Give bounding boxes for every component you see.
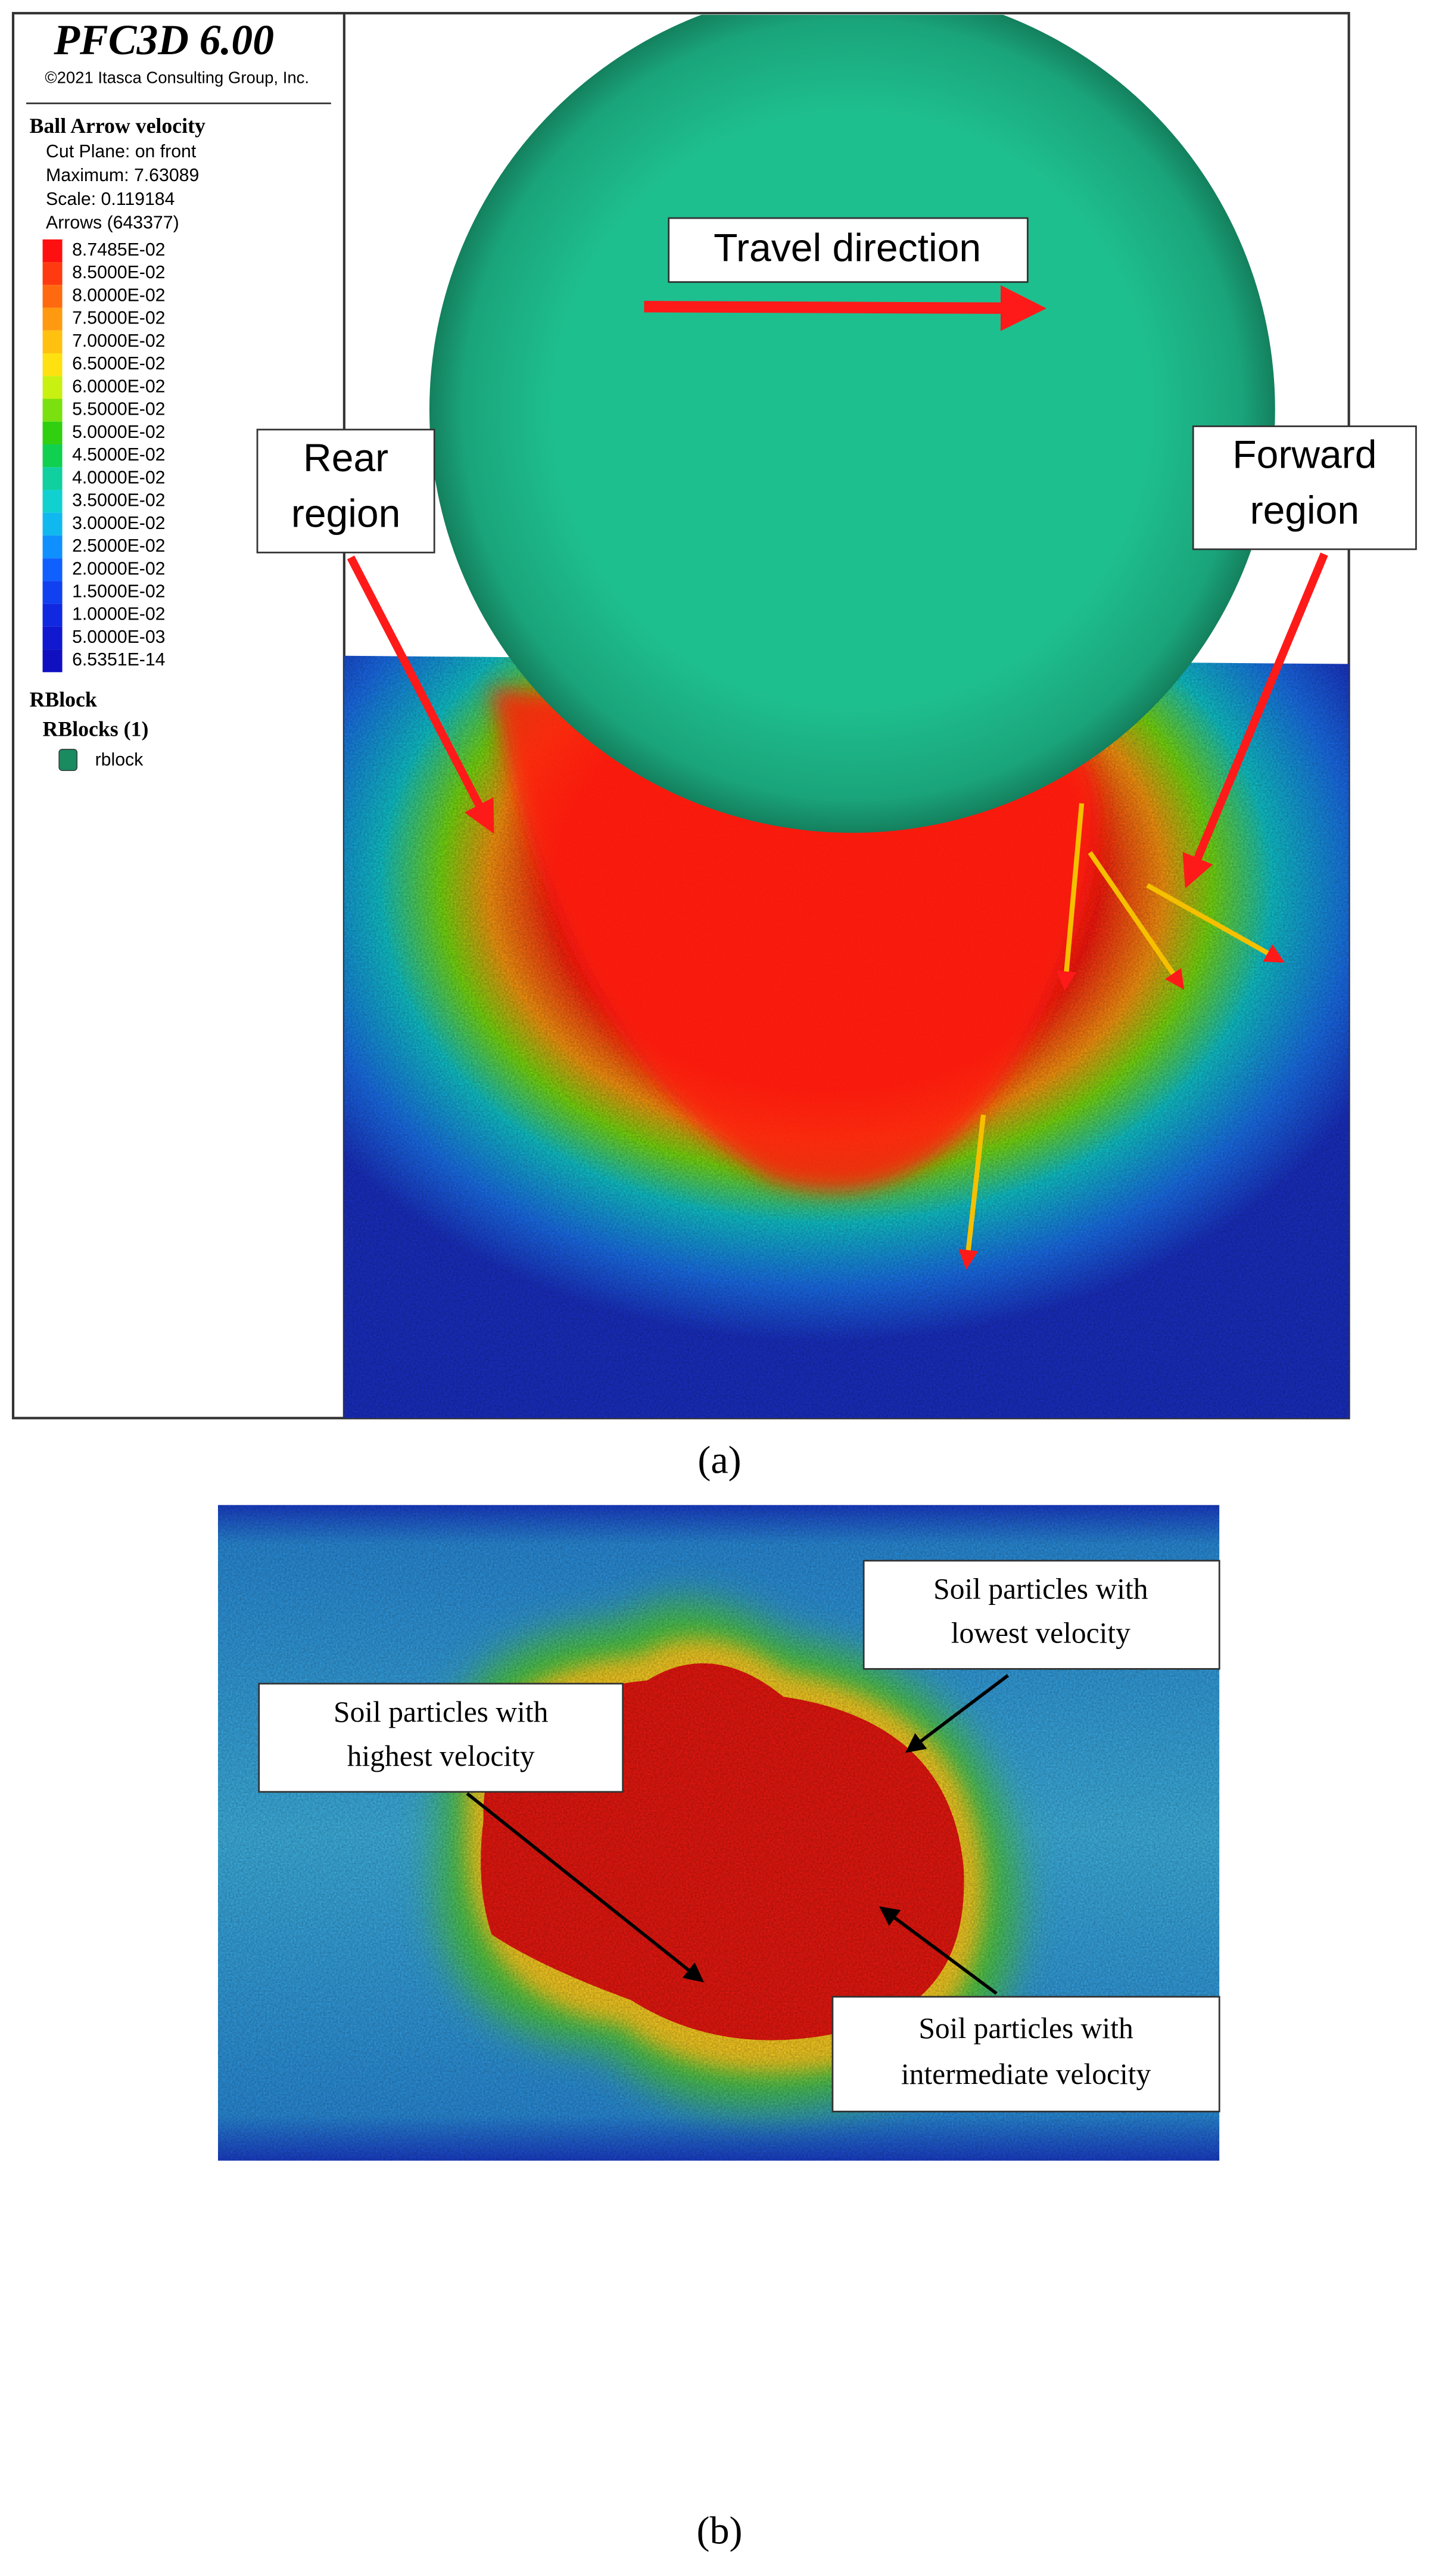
color-swatch <box>42 399 63 422</box>
program-title: PFC3D 6.00 <box>53 17 274 64</box>
scale-label: 6.5351E-14 <box>72 650 165 670</box>
legend-heading: RBlock <box>30 687 97 711</box>
annotation: Travel direction <box>714 226 981 270</box>
color-swatch <box>42 330 63 354</box>
pointer-arrow <box>905 1674 1009 1753</box>
particle-view <box>217 1505 1220 2161</box>
color-swatch <box>42 307 63 331</box>
color-swatch <box>42 376 63 399</box>
scale-label: 3.0000E-02 <box>72 514 165 533</box>
color-swatch <box>42 239 63 263</box>
annotation-box <box>256 428 435 553</box>
scale-label: 4.5000E-02 <box>72 445 165 465</box>
annotation: region <box>1250 488 1360 532</box>
scale-label: 8.5000E-02 <box>72 263 165 282</box>
color-swatch <box>42 467 63 490</box>
scale-label: 5.0000E-03 <box>72 627 165 647</box>
annotation: Soil particles with <box>933 1572 1148 1605</box>
color-swatch <box>42 421 63 444</box>
color-swatch <box>42 649 63 673</box>
annotation-box <box>258 1682 624 1793</box>
color-swatch <box>58 748 78 771</box>
color-swatch <box>42 512 63 536</box>
annotation: Soil particles with <box>334 1695 549 1728</box>
color-swatch <box>42 490 63 513</box>
pointer-arrow <box>879 1906 998 1995</box>
copyright: ©2021 Itasca Consulting Group, Inc. <box>45 68 309 86</box>
color-swatch <box>42 535 63 559</box>
region-arrow <box>1182 552 1328 889</box>
scale-label: 7.5000E-02 <box>72 309 165 328</box>
scale-label: 6.5000E-02 <box>72 354 165 374</box>
scale-label: 6.0000E-02 <box>72 377 165 396</box>
annotation: intermediate velocity <box>901 2058 1151 2090</box>
legend-info: Arrows (643377) <box>46 213 179 233</box>
scale-label: 4.0000E-02 <box>72 468 165 487</box>
annotation: region <box>291 491 401 535</box>
scale-label: 1.0000E-02 <box>72 605 165 624</box>
annotation-box <box>831 1996 1220 2113</box>
caption: (a) <box>697 1439 741 1482</box>
scale-label: 5.0000E-02 <box>72 422 165 442</box>
scale-label: 2.5000E-02 <box>72 536 165 556</box>
color-swatch <box>42 626 63 650</box>
travel-arrow <box>644 285 1046 331</box>
scale-label: 3.5000E-02 <box>72 491 165 511</box>
annotation-box <box>862 1560 1220 1670</box>
simulation-view <box>344 14 1349 1418</box>
legend-info: Cut Plane: on front <box>46 142 197 161</box>
color-swatch <box>42 581 63 604</box>
annotation: lowest velocity <box>951 1617 1130 1650</box>
legend-item: rblock <box>95 750 144 770</box>
annotation-box <box>668 217 1029 283</box>
scale-label: 8.7485E-02 <box>72 240 165 260</box>
annotation: Forward <box>1232 432 1376 476</box>
scale-label: 5.5000E-02 <box>72 400 165 419</box>
color-swatch <box>42 285 63 308</box>
legend-subheading: RBlocks (1) <box>43 717 149 741</box>
color-swatch <box>42 558 63 581</box>
color-swatch <box>42 262 63 285</box>
scale-label: 8.0000E-02 <box>72 285 165 305</box>
scale-label: 2.0000E-02 <box>72 559 165 578</box>
color-swatch <box>42 603 63 627</box>
legend-info: Maximum: 7.63089 <box>46 166 199 185</box>
color-swatch <box>42 353 63 377</box>
caption: (b) <box>697 2509 743 2552</box>
yellow-arrows <box>958 803 1285 1270</box>
color-swatch <box>42 444 63 468</box>
annotation: Soil particles with <box>918 2012 1133 2045</box>
pointer-arrow <box>466 1792 705 1983</box>
annotation-box <box>1192 425 1417 550</box>
scale-label: 1.5000E-02 <box>72 582 165 602</box>
scale-label: 7.0000E-02 <box>72 331 165 351</box>
annotation: highest velocity <box>347 1740 535 1772</box>
region-arrow <box>347 555 494 834</box>
legend-info: Scale: 0.119184 <box>46 189 175 209</box>
rolling-sphere <box>429 14 1275 833</box>
legend: Cut Plane: on front Maximum: 7.63089 Scale… <box>30 142 199 771</box>
annotation: Rear <box>303 435 388 480</box>
legend-heading: Ball Arrow velocity <box>30 114 205 138</box>
